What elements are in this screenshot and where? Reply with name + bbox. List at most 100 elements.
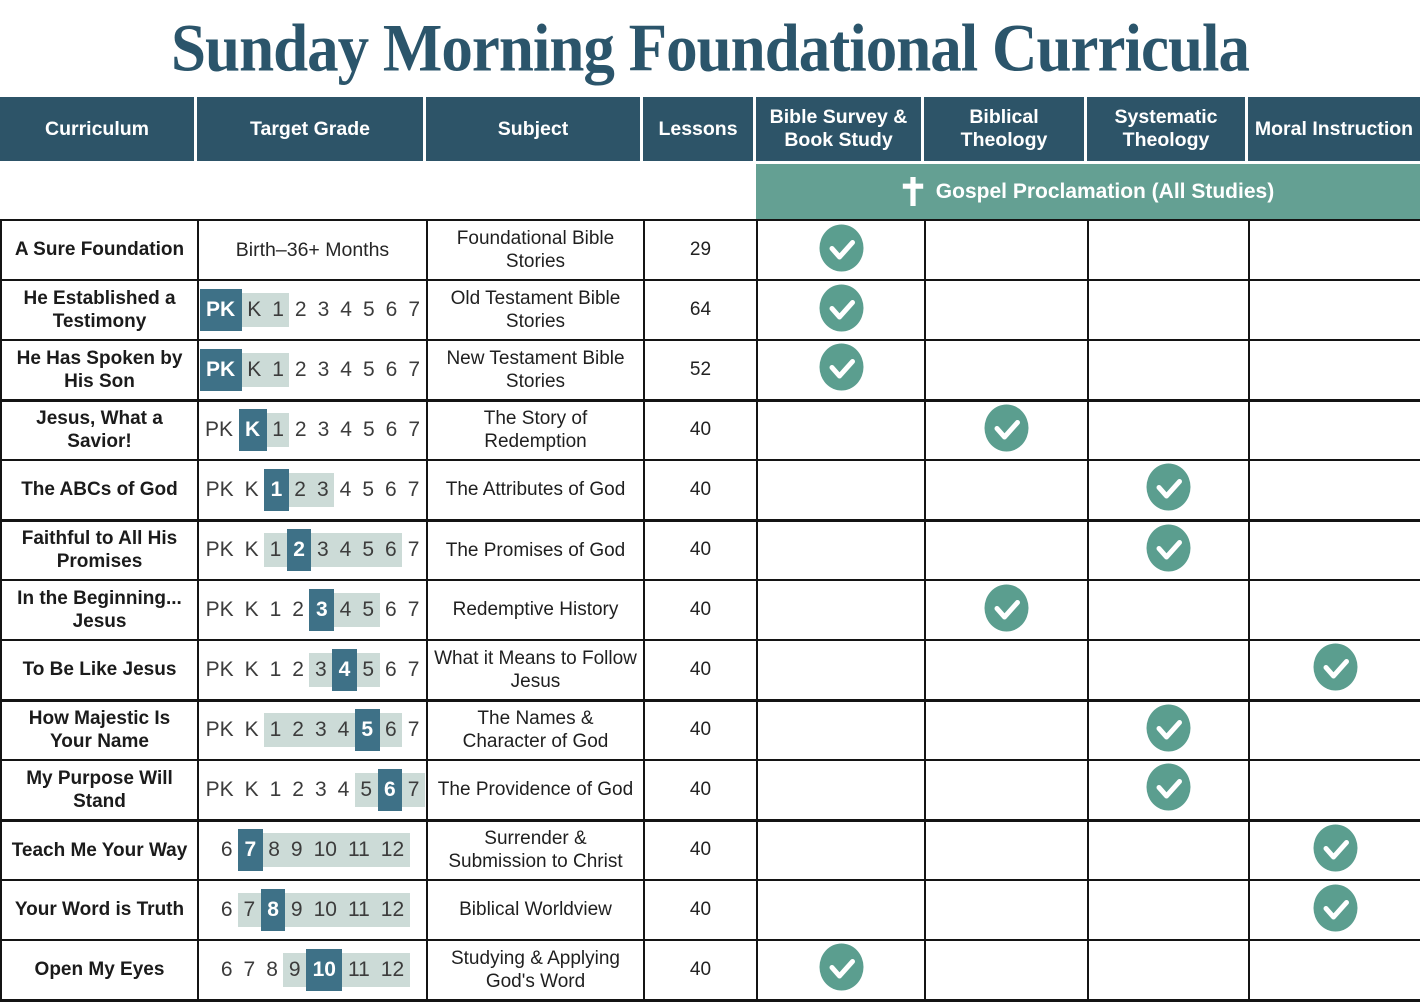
subject-cell: The Promises of God (426, 519, 645, 581)
header-cell-subject: Subject (426, 97, 643, 161)
grade-token-6: 6 (379, 713, 403, 748)
lessons-cell: 40 (643, 879, 758, 941)
grade-token-6: 6 (385, 598, 397, 621)
grade-token-7: 7 (238, 829, 263, 872)
grade-token-4: 4 (332, 648, 357, 691)
table-row: Your Word is Truth 6 7 8 9 10 11 12 Biblical Wor… (0, 879, 1420, 941)
grade-token-7: 7 (238, 893, 261, 927)
grade-token-7: 7 (407, 598, 420, 621)
grade-token-pk: PK (199, 348, 242, 391)
grade-token-k: K (241, 293, 267, 327)
grade-scale: PK K 1 2 3 4 5 6 7 (205, 589, 420, 631)
grade-token-3: 3 (311, 533, 335, 568)
subject-cell: Redemptive History (426, 579, 645, 641)
grade-token-11: 11 (342, 952, 376, 987)
check-cell-bible-survey (756, 639, 926, 702)
grade-token-6: 6 (377, 768, 403, 811)
grade-token-1: 1 (266, 293, 290, 327)
check-cell-bible-survey (756, 219, 926, 281)
target-grade-cell: PK K 1 2 3 4 5 6 7 (197, 759, 428, 822)
check-cell-systematic-theology (1087, 459, 1250, 522)
check-cell-systematic-theology (1087, 339, 1250, 402)
check-cell-moral-instruction (1248, 519, 1420, 581)
grade-token-pk: PK (205, 538, 234, 562)
check-cell-moral-instruction (1248, 819, 1420, 881)
gospel-banner: Gospel Proclamation (All Studies) (756, 164, 1420, 219)
grade-token-7: 7 (407, 657, 420, 681)
grade-scale: PK K 1 2 3 4 5 6 7 (199, 348, 420, 391)
subject-cell: The Attributes of God (426, 459, 645, 522)
grade-token-7: 7 (243, 957, 256, 981)
curriculum-cell: Faithful to All His Promises (0, 519, 199, 581)
grade-token-6: 6 (385, 298, 398, 321)
curriculum-cell: To Be Like Jesus (0, 639, 199, 702)
lessons-cell: 40 (643, 639, 758, 702)
grade-token-7: 7 (408, 357, 421, 381)
grade-token-3: 3 (309, 589, 335, 631)
target-grade-cell: PK K 1 2 3 4 5 6 7 (197, 399, 428, 461)
grade-token-2: 2 (286, 529, 312, 572)
check-icon (1146, 763, 1191, 811)
check-cell-bible-survey (756, 939, 926, 1002)
grade-token-pk: PK (205, 477, 234, 501)
grade-token-6: 6 (379, 533, 403, 568)
check-cell-bible-survey (756, 879, 926, 941)
grade-token-9: 9 (285, 893, 309, 927)
grade-token-2: 2 (294, 418, 307, 442)
grade-scale: PK K 1 2 3 4 5 6 7 (205, 409, 420, 452)
table-row: To Be Like Jesus PK K 1 2 3 4 5 6 7 What it Means … (0, 639, 1420, 702)
check-cell-biblical-theology (924, 219, 1089, 281)
check-icon (819, 224, 864, 272)
grade-token-pk: PK (205, 777, 234, 801)
grade-token-3: 3 (309, 652, 333, 687)
title-wrap: Sunday Morning Foundational Curricula (0, 0, 1420, 97)
check-cell-moral-instruction (1248, 639, 1420, 702)
check-cell-systematic-theology (1087, 699, 1250, 761)
lessons-cell: 40 (643, 819, 758, 881)
grade-token-2: 2 (292, 657, 304, 681)
grade-token-11: 11 (342, 833, 376, 868)
check-icon (1146, 704, 1191, 752)
check-icon (1313, 884, 1358, 932)
grade-scale: PK K 1 2 3 4 5 6 7 (205, 709, 420, 752)
grade-token-7: 7 (407, 538, 420, 562)
grade-token-6: 6 (220, 838, 233, 862)
grade-token-6: 6 (220, 898, 233, 921)
grade-token-k: K (241, 352, 267, 387)
curriculum-cell: Open My Eyes (0, 939, 199, 1002)
grade-scale: Birth–36+ Months (205, 239, 420, 262)
target-grade-cell: Birth–36+ Months (197, 219, 428, 281)
grade-scale: PK K 1 2 3 4 5 6 7 (205, 529, 420, 572)
grade-token-1: 1 (264, 713, 287, 748)
grade-token-5: 5 (362, 357, 375, 381)
check-cell-systematic-theology (1087, 879, 1250, 941)
grade-token-k: K (244, 538, 259, 562)
check-cell-bible-survey (756, 339, 926, 402)
grade-token-3: 3 (317, 418, 330, 442)
grade-token-4: 4 (339, 477, 352, 501)
header-cell-lessons: Lessons (643, 97, 756, 161)
grade-token-2: 2 (294, 298, 307, 321)
check-cell-biblical-theology (924, 639, 1089, 702)
subject-cell: The Names & Character of God (426, 699, 645, 761)
grade-token-4: 4 (334, 593, 357, 627)
header-cell-systematic-theology: Systematic Theology (1087, 97, 1248, 161)
grade-token-7: 7 (402, 772, 425, 807)
check-cell-bible-survey (756, 459, 926, 522)
check-cell-moral-instruction (1248, 579, 1420, 641)
grade-token-3: 3 (309, 713, 333, 748)
grade-token-5: 5 (362, 477, 375, 501)
grade-token-1: 1 (269, 598, 282, 621)
grade-token-5: 5 (356, 533, 380, 568)
check-cell-bible-survey (756, 759, 926, 822)
grade-token-4: 4 (340, 357, 352, 381)
subject-cell: The Story of Redemption (426, 399, 645, 461)
lessons-cell: 40 (643, 759, 758, 822)
grade-token-3: 3 (311, 472, 335, 507)
grade-token-2: 2 (292, 598, 304, 621)
grade-token-k: K (244, 777, 259, 801)
check-cell-systematic-theology (1087, 819, 1250, 881)
check-cell-systematic-theology (1087, 399, 1250, 461)
check-icon (819, 943, 864, 991)
